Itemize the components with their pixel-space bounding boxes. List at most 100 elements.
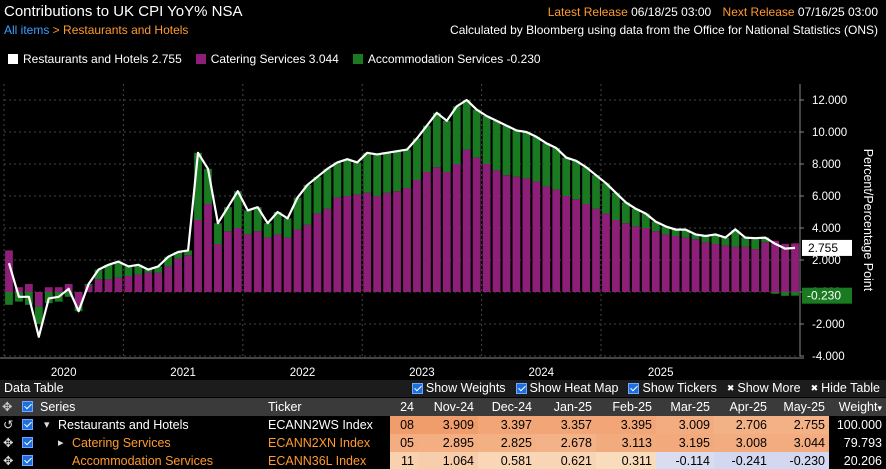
catering-bar	[194, 220, 202, 292]
accommodation-bar	[741, 237, 750, 247]
last-value-badge	[802, 239, 852, 256]
series-column-header[interactable]: Series	[40, 400, 76, 414]
accommodation-bar	[432, 112, 441, 168]
latest-release-label: Latest Release	[547, 5, 628, 19]
catering-bar	[621, 223, 630, 292]
catering-bar	[512, 176, 521, 292]
table-cell: 3.009	[656, 416, 714, 434]
table-cell: 3.909	[418, 416, 478, 434]
catering-bar	[363, 192, 372, 292]
month-column-header[interactable]: Mar-25	[670, 400, 710, 414]
breadcrumb-current[interactable]: Restaurants and Hotels	[63, 23, 189, 37]
catering-bar	[413, 180, 421, 292]
row-checkbox[interactable]	[22, 416, 36, 434]
table-row[interactable]: ✥ ▸ Catering Services ECANN2XN Index 05 …	[0, 434, 886, 452]
table-cell: 1.064	[418, 452, 478, 469]
accommodation-bar	[323, 168, 332, 209]
series-name: Restaurants and Hotels	[58, 418, 189, 432]
refresh-icon[interactable]: ↺	[3, 418, 14, 432]
hide-table-button[interactable]: ✖ Hide Table	[811, 381, 880, 395]
row-checkbox[interactable]	[22, 434, 36, 452]
series-name[interactable]: Accommodation Services	[72, 454, 214, 468]
y-tick-label: 6.000	[812, 191, 841, 203]
collapse-triangle-icon[interactable]: ▾	[44, 419, 50, 431]
month-column-header[interactable]: Dec-24	[491, 400, 532, 414]
catering-bar	[154, 272, 163, 292]
show-heat-map-toggle[interactable]: Show Heat Map	[515, 381, 618, 395]
row-checkbox[interactable]	[22, 452, 36, 469]
catering-bar	[741, 246, 750, 292]
accommodation-bar	[154, 266, 163, 273]
table-cell: 3.397	[478, 416, 536, 434]
table-cell: -0.114	[656, 452, 714, 469]
catering-bar	[502, 175, 511, 292]
expand-triangle-icon[interactable]: ▸	[58, 437, 64, 449]
breadcrumb: All items > Restaurants and Hotels	[4, 23, 188, 37]
legend-item-catering[interactable]: Catering Services 3.044	[195, 52, 339, 66]
move-icon[interactable]: ✥	[2, 400, 13, 414]
catering-bar	[24, 284, 33, 292]
show-tickers-toggle[interactable]: Show Tickers	[628, 381, 717, 395]
legend-item-accommodation[interactable]: Accommodation Services -0.230	[352, 52, 541, 66]
y-axis-label: Percent/Percentage Point	[861, 149, 875, 292]
y-tick-label: 8.000	[812, 159, 841, 171]
series-name[interactable]: Catering Services	[72, 436, 171, 450]
accommodation-bar	[482, 116, 491, 164]
show-more-button[interactable]: ✖ Show More	[727, 381, 801, 395]
catering-bar	[442, 172, 451, 292]
chart-legend: Restaurants and Hotels 2.755 Catering Se…	[8, 52, 541, 66]
accommodation-bar	[552, 148, 561, 190]
y-tick-label: 2.000	[812, 255, 841, 267]
table-cell: 3.357	[536, 416, 596, 434]
accommodation-bar	[393, 151, 401, 192]
legend-swatch	[8, 54, 18, 64]
month-column-header[interactable]: Apr-25	[729, 400, 767, 414]
catering-bar	[572, 199, 581, 292]
weight-header-label: Weight	[838, 400, 878, 414]
y-tick-label: -4.000	[812, 351, 845, 363]
weight-column-header[interactable]: Weight▾	[829, 398, 886, 416]
accommodation-bar	[452, 106, 461, 164]
catering-bar	[532, 181, 541, 292]
accommodation-bar	[313, 176, 322, 214]
catering-bar	[641, 228, 650, 292]
cpi-contribution-chart[interactable]: 12.00010.0008.0006.0004.0002.0000.000-2.…	[0, 80, 886, 380]
x-tick-label: 2023	[409, 367, 435, 379]
legend-item-restaurants[interactable]: Restaurants and Hotels 2.755	[8, 52, 182, 66]
table-cell: 2.755	[771, 416, 829, 434]
restaurants-hotels-line	[7, 98, 796, 338]
accommodation-bar	[64, 292, 73, 297]
accommodation-bar	[134, 264, 143, 275]
month-column-header[interactable]: Jan-25	[553, 400, 592, 414]
checkbox-icon	[22, 419, 33, 430]
ticker[interactable]: ECANN2XN Index	[268, 436, 371, 450]
table-row[interactable]: ↺ ▾ Restaurants and Hotels ECANN2WS Inde…	[0, 416, 886, 434]
accommodation-bar	[403, 149, 411, 188]
x-tick-label: 2022	[290, 367, 316, 379]
accommodation-bar	[184, 250, 192, 256]
source-note: Calculated by Bloomberg using data from …	[450, 23, 878, 37]
move-icon[interactable]: ✥	[3, 454, 14, 468]
catering-bar	[751, 249, 760, 292]
accommodation-bar	[711, 234, 720, 244]
x-tick-label: 2020	[51, 367, 77, 379]
move-icon[interactable]: ✥	[3, 436, 14, 450]
month-column-header[interactable]: Nov-24	[433, 400, 474, 414]
show-weights-toggle[interactable]: Show Weights	[411, 381, 506, 395]
month-column-header[interactable]: May-25	[783, 400, 825, 414]
month-column-header[interactable]: Feb-25	[612, 400, 652, 414]
ticker-column-header[interactable]: Ticker	[268, 400, 302, 414]
table-cell: 2.706	[714, 416, 771, 434]
ticker[interactable]: ECANN36L Index	[268, 454, 367, 468]
catering-bar	[492, 170, 501, 292]
breadcrumb-all-items[interactable]: All items	[4, 23, 50, 37]
table-row[interactable]: ✥ Accommodation Services ECANN36L Index …	[0, 452, 886, 469]
legend-swatch	[195, 54, 206, 64]
partial-column-header[interactable]: 24	[400, 400, 414, 414]
catering-bar	[124, 276, 133, 292]
catering-bar	[34, 292, 43, 307]
accommodation-bar	[761, 237, 770, 243]
weight-cell: 20.206	[843, 454, 882, 468]
accommodation-bar	[562, 157, 571, 196]
select-all-checkbox[interactable]	[22, 398, 36, 416]
